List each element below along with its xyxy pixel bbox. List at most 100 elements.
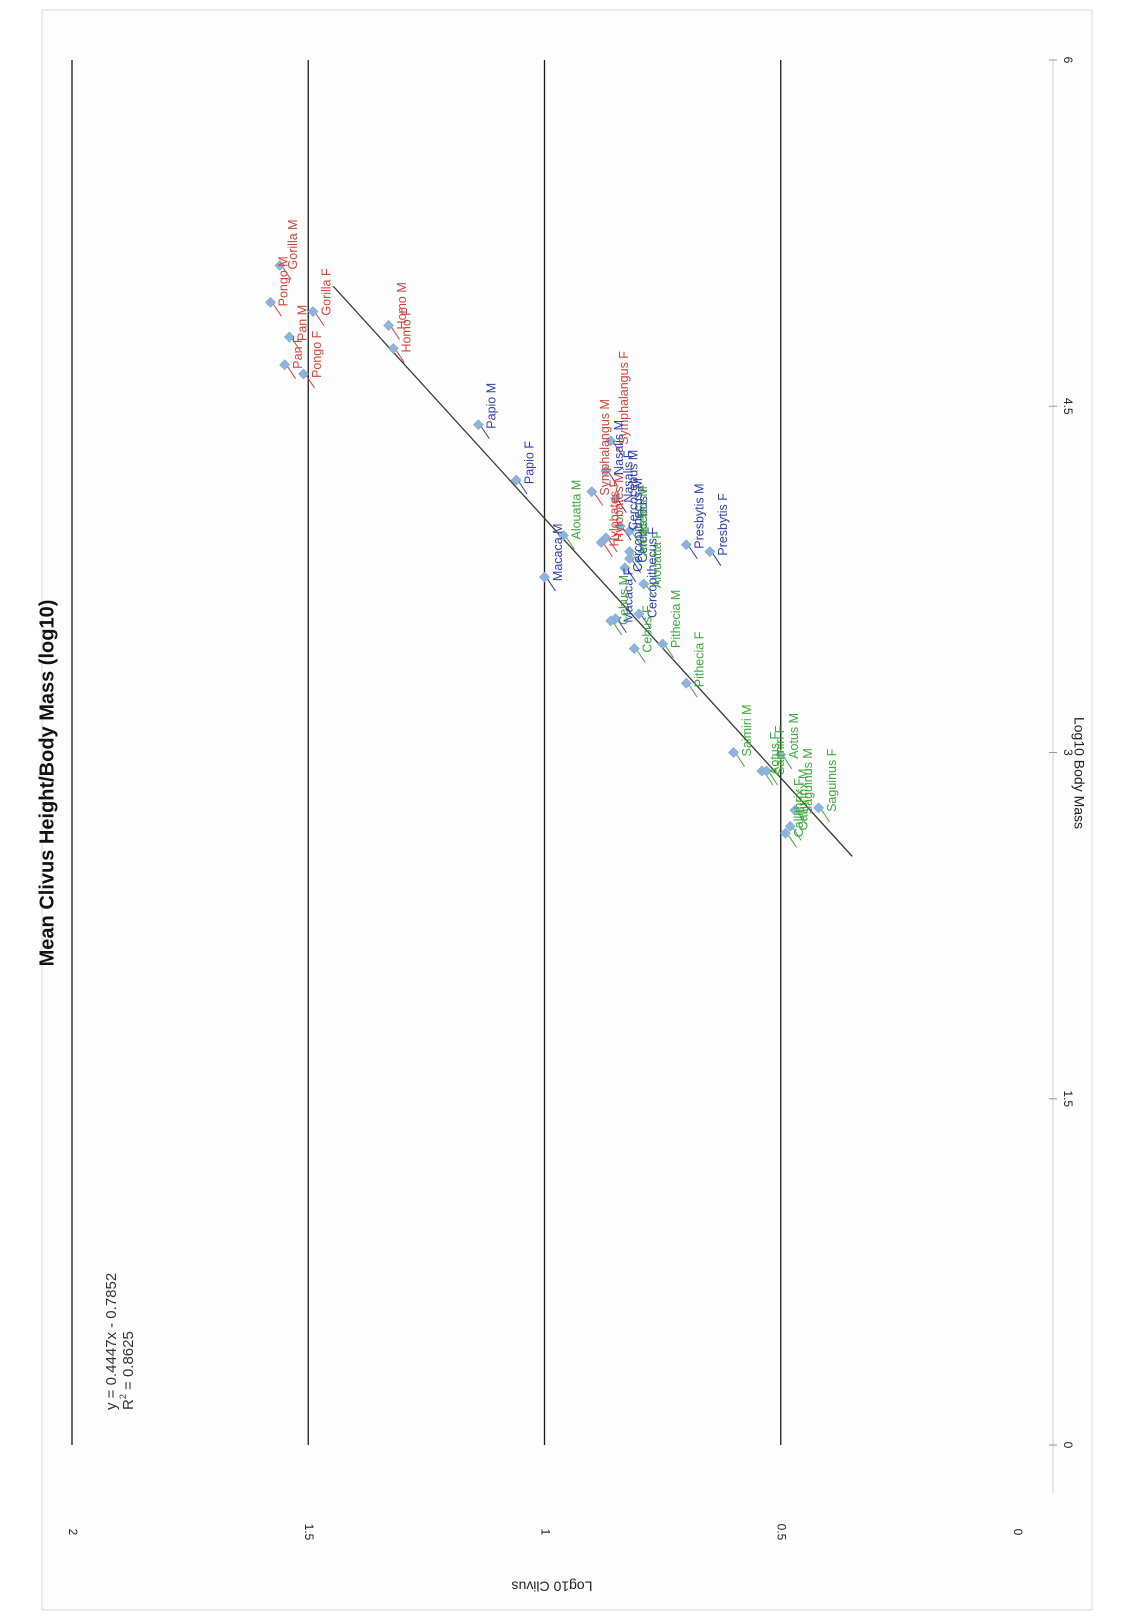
data-point bbox=[624, 546, 635, 558]
data-point bbox=[307, 306, 319, 318]
leader-line bbox=[632, 553, 641, 566]
leader-line bbox=[395, 350, 405, 363]
data-point bbox=[298, 368, 309, 380]
point-label: Aotus M bbox=[787, 713, 801, 759]
leader-line bbox=[712, 553, 722, 566]
point-label: Pan M bbox=[296, 305, 310, 341]
data-point bbox=[387, 343, 399, 354]
point-label: Macaca F bbox=[622, 567, 636, 622]
trendline-equation: y = 0.4447x - 0.7852 R2 = 0.8625 bbox=[103, 1273, 137, 1410]
leader-line bbox=[821, 809, 830, 823]
x-axis-ticks: 0 1.5 3 4.5 6 bbox=[1049, 57, 1075, 1449]
point-label: Nasalis M bbox=[612, 420, 626, 475]
leader-line bbox=[613, 622, 623, 636]
leader-line bbox=[617, 500, 627, 513]
plot-frame bbox=[41, 9, 1093, 1611]
data-point bbox=[383, 320, 394, 331]
leader-line bbox=[636, 650, 646, 663]
point-label: Hylobates M bbox=[612, 472, 626, 541]
data-point bbox=[633, 608, 645, 620]
y-tick-label: 1 bbox=[538, 1529, 552, 1536]
data-point bbox=[283, 331, 295, 343]
x-tick-label: 4.5 bbox=[1061, 398, 1075, 415]
leader-line bbox=[613, 442, 623, 456]
leader-lines bbox=[273, 267, 830, 848]
leader-line bbox=[608, 539, 618, 553]
x-tick-label: 1.5 bbox=[1061, 1090, 1075, 1107]
data-point bbox=[557, 530, 569, 541]
leader-line bbox=[518, 481, 528, 495]
trendline-equation-text: y = 0.4447x - 0.7852 bbox=[103, 1273, 120, 1410]
chart-title: Mean Clivus Height/Body Mass (log10) bbox=[36, 600, 58, 967]
data-point bbox=[761, 765, 772, 777]
point-label: Cebus M bbox=[617, 575, 631, 625]
point-label: Cebus F bbox=[641, 605, 655, 653]
point-label: Pan F bbox=[291, 335, 305, 369]
trendline bbox=[332, 285, 853, 857]
leader-line bbox=[736, 754, 745, 767]
trendline-line bbox=[332, 285, 853, 857]
data-point bbox=[784, 820, 796, 832]
point-label: Hylobates F bbox=[607, 479, 621, 546]
x-tick-label: 0 bbox=[1061, 1442, 1075, 1449]
data-point bbox=[279, 359, 291, 371]
data-point bbox=[609, 493, 621, 505]
leader-line bbox=[769, 772, 778, 786]
y-axis-ticks: 0 0.5 1 1.5 2 bbox=[66, 1524, 1025, 1541]
point-label: Symphalangus M bbox=[598, 399, 612, 496]
leader-line bbox=[797, 811, 807, 825]
point-label: Pongo M bbox=[277, 256, 291, 306]
point-label: Pongo F bbox=[310, 330, 324, 378]
leader-line bbox=[594, 493, 604, 506]
point-label: Cercocebus F bbox=[636, 484, 650, 562]
leader-line bbox=[788, 835, 797, 848]
point-label: Symphalangus F bbox=[617, 351, 631, 445]
x-axis-title: Log10 Body Mass bbox=[1071, 717, 1087, 829]
leader-line bbox=[547, 578, 556, 592]
y-axis-title: Log10 Clivus bbox=[512, 1578, 593, 1594]
y-tick-label: 1.5 bbox=[302, 1524, 316, 1541]
point-label: Saimiri M bbox=[740, 704, 754, 756]
leader-line bbox=[622, 528, 632, 541]
point-label: Macaca M bbox=[551, 523, 565, 581]
data-point bbox=[600, 465, 612, 477]
point-label: Ateles F bbox=[636, 509, 650, 555]
leader-line bbox=[792, 828, 802, 841]
leader-line bbox=[632, 560, 641, 573]
data-point bbox=[614, 520, 626, 532]
data-point bbox=[780, 827, 791, 839]
leader-line bbox=[603, 544, 613, 557]
point-label: Pithecia M bbox=[669, 590, 683, 648]
point-label: Cercocebus M bbox=[626, 450, 640, 531]
data-point bbox=[265, 296, 276, 308]
data-point bbox=[539, 571, 550, 583]
leader-line bbox=[783, 756, 793, 770]
leader-line bbox=[291, 338, 301, 352]
data-point bbox=[789, 804, 801, 816]
data-point bbox=[605, 435, 617, 447]
point-label: Gorilla M bbox=[286, 219, 300, 269]
x-tick-label: 3 bbox=[1061, 749, 1075, 756]
leader-line bbox=[306, 375, 315, 389]
data-point bbox=[813, 802, 824, 814]
leader-line bbox=[627, 569, 637, 583]
point-label: Papio M bbox=[485, 383, 499, 429]
leader-line bbox=[665, 645, 675, 659]
data-point bbox=[619, 562, 631, 574]
y-tick-label: 2 bbox=[66, 1529, 80, 1536]
leader-line bbox=[315, 313, 325, 326]
point-label: Homo F bbox=[400, 308, 414, 353]
leader-line bbox=[641, 615, 651, 629]
point-label: Pithecia F bbox=[693, 631, 707, 687]
data-point bbox=[510, 474, 522, 486]
point-label: Callithrix F bbox=[792, 778, 806, 837]
point-label: Callithrix M bbox=[796, 769, 810, 831]
point-label: Cercopithecus F bbox=[645, 527, 659, 618]
y-tick-label: 0.5 bbox=[775, 1524, 789, 1541]
data-point bbox=[657, 638, 669, 650]
leader-line bbox=[632, 532, 641, 546]
point-label: Nasalis F bbox=[622, 450, 636, 502]
gridlines bbox=[71, 60, 782, 1445]
data-point bbox=[624, 525, 635, 537]
